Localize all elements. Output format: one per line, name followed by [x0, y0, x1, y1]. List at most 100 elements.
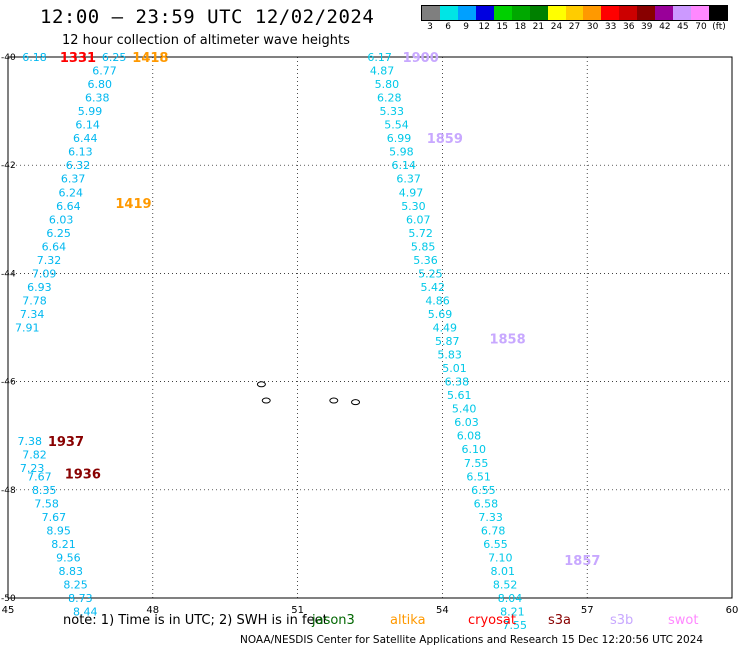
wave-height-value: 5.42 — [420, 281, 445, 294]
legend-label: 45 — [677, 22, 689, 32]
legend-labels: 3 6 9 12 15 18 21 24 27 30 33 36 39 42 45 70 (ft) — [421, 22, 728, 32]
legend-label: 12 — [478, 22, 490, 32]
legend-label: 3 — [427, 22, 433, 32]
wave-height-value: 5.30 — [401, 200, 426, 213]
wave-height-value: 6.14 — [392, 159, 417, 172]
chart-subtitle: 12 hour collection of altimeter wave hei… — [62, 33, 350, 48]
wave-height-value: 7.58 — [34, 497, 59, 510]
wave-height-value: 6.55 — [471, 484, 496, 497]
wave-height-value: 8.52 — [493, 578, 518, 591]
pass-time-label: 1936 — [65, 468, 101, 483]
wave-height-value: 6.37 — [61, 173, 86, 186]
legend-label: (ft) — [712, 22, 726, 32]
wave-height-value: 4.87 — [370, 65, 395, 78]
wave-height-value: 6.28 — [377, 92, 402, 105]
wave-height-value: 5.25 — [418, 267, 443, 280]
longitude-tick-label: 51 — [291, 605, 304, 616]
island-outline — [351, 399, 361, 406]
legend-label: 9 — [463, 22, 470, 32]
wave-height-value: 6.64 — [42, 240, 67, 253]
legend-swatch — [547, 6, 566, 20]
legend-label: 33 — [604, 22, 617, 32]
wave-height-value: 6.38 — [85, 92, 110, 105]
wave-height-value: 7.09 — [32, 267, 57, 280]
wave-height-value: 6.07 — [406, 213, 431, 226]
satellite-s3a: s3a — [548, 613, 572, 628]
wave-height-value: 6.03 — [454, 416, 479, 429]
wave-height-value: 6.38 — [445, 376, 470, 389]
wave-height-value: 7.38 — [17, 435, 42, 448]
wave-height-value: 6.25 — [102, 51, 127, 64]
wave-height-value: 5.99 — [78, 105, 103, 118]
legend-swatch — [619, 6, 638, 20]
latitude-tick-label: -44 — [1, 269, 16, 279]
chart-title: 12:00 – 23:59 UTC 12/02/2024 — [40, 6, 375, 28]
wave-height-value: 6.55 — [483, 538, 508, 551]
wave-height-value: 6.03 — [49, 213, 74, 226]
wave-height-value: 8.21 — [500, 606, 525, 619]
wave-height-value: 4.97 — [399, 186, 424, 199]
satellite-jason3: jason3 — [312, 613, 355, 628]
wave-height-value: 8.35 — [32, 484, 57, 497]
wave-height-value: 7.78 — [22, 294, 47, 307]
latitude-tick-label: -50 — [1, 594, 16, 604]
latitude-tick-label: -48 — [1, 486, 16, 496]
legend-label: 30 — [586, 22, 599, 32]
wave-height-value: 6.14 — [75, 119, 100, 132]
wave-height-value: 6.37 — [396, 173, 421, 186]
wave-height-value: 8.21 — [51, 538, 76, 551]
legend-swatch — [529, 6, 548, 20]
legend-label: 36 — [622, 22, 635, 32]
island-outline — [329, 397, 339, 404]
legend-swatch — [583, 6, 602, 20]
wave-height-value: 5.61 — [447, 389, 472, 402]
legend-swatch — [601, 6, 620, 20]
wave-height-value: 6.77 — [92, 65, 117, 78]
satellite-key: jason3 altika cryosat s3a s3b swot — [0, 613, 740, 631]
wave-height-value: 5.80 — [375, 78, 400, 91]
pass-time-label: 1418 — [132, 51, 168, 66]
wave-height-value: 6.18 — [22, 51, 47, 64]
wave-height-value: 6.64 — [56, 200, 81, 213]
pass-time-label: 1857 — [564, 554, 600, 569]
wave-height-value: 8.95 — [46, 524, 71, 537]
wave-height-value: 5.54 — [384, 119, 409, 132]
wave-height-value: 9.56 — [56, 551, 81, 564]
wave-height-value: 7.91 — [15, 322, 40, 335]
wave-height-value: 8.44 — [73, 606, 98, 619]
longitude-tick-label: 45 — [2, 605, 15, 616]
legend-swatch — [457, 6, 476, 20]
wave-height-value: 5.98 — [389, 146, 414, 159]
legend-label: 15 — [496, 22, 508, 32]
wave-height-value: 5.83 — [437, 349, 462, 362]
longitude-tick-label: 57 — [581, 605, 594, 616]
wave-height-value: 8.83 — [58, 565, 83, 578]
legend-swatch — [422, 6, 440, 20]
wave-height-value: 6.99 — [387, 132, 412, 145]
wave-height-value: 7.67 — [42, 511, 67, 524]
legend-swatches — [421, 5, 728, 21]
latitude-tick-label: -42 — [1, 161, 16, 171]
legend-label: 24 — [550, 22, 563, 32]
legend-swatch — [439, 6, 458, 20]
legend-swatch — [709, 6, 727, 20]
wave-height-value: 5.01 — [442, 362, 467, 375]
wave-height-value: 6.44 — [73, 132, 98, 145]
wave-height-value: 6.10 — [462, 443, 487, 456]
wave-height-value: 6.93 — [27, 281, 52, 294]
wave-height-value: 6.24 — [58, 186, 83, 199]
pass-time-label: 1858 — [489, 332, 525, 347]
wave-height-value: 6.58 — [474, 497, 499, 510]
wave-height-value: 6.25 — [46, 227, 71, 240]
latitude-tick-label: -46 — [1, 378, 16, 388]
map-frame — [7, 56, 733, 599]
credit-line: NOAA/NESDIS Center for Satellite Applica… — [240, 634, 704, 646]
wave-height-value: 7.32 — [37, 254, 62, 267]
wave-height-value: 5.36 — [413, 254, 438, 267]
wave-height-value: 4.49 — [433, 322, 458, 335]
legend-label: 27 — [568, 22, 581, 32]
wave-height-value: 5.87 — [435, 335, 460, 348]
latitude-tick-label: -40 — [1, 53, 16, 63]
wave-height-value: 5.33 — [379, 105, 404, 118]
island-outline — [261, 397, 271, 404]
